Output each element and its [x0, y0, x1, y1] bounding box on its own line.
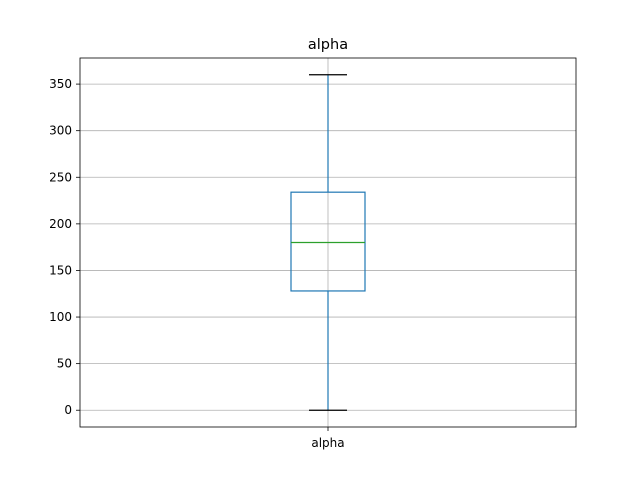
y-axis: 0 50 100 150 200 250 300 350 [49, 77, 80, 417]
y-tick-label: 200 [49, 217, 72, 231]
plot-frame [79, 57, 577, 428]
y-tick-label: 300 [49, 124, 72, 138]
y-tick-label: 250 [49, 170, 72, 184]
chart-title: alpha [308, 37, 348, 53]
y-tick-label: 100 [49, 310, 72, 324]
box-iqr [290, 191, 366, 292]
y-tick-label: 50 [57, 357, 72, 371]
y-tick-label: 350 [49, 77, 72, 91]
y-tick-label: 0 [64, 403, 72, 417]
x-tick-label: alpha [311, 436, 344, 450]
x-axis: alpha [311, 427, 345, 450]
box-layer [290, 74, 366, 411]
y-tick-label: 150 [49, 263, 72, 277]
